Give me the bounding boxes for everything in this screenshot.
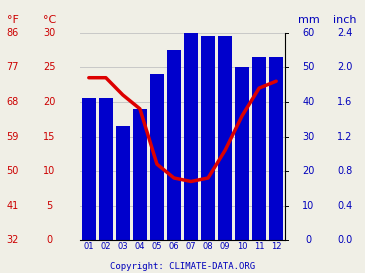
Text: 0.8: 0.8 [337,166,353,176]
Text: 30: 30 [43,28,55,38]
Text: 68: 68 [7,97,19,107]
Text: 10: 10 [302,201,315,211]
Text: 40: 40 [302,97,315,107]
Text: mm: mm [297,16,319,25]
Bar [235,67,249,240]
Text: 20: 20 [43,97,55,107]
Text: 0.4: 0.4 [337,201,353,211]
Text: 2.0: 2.0 [337,62,353,72]
Text: 60: 60 [302,28,315,38]
Bar [116,126,130,240]
Text: 41: 41 [7,201,19,211]
Text: 86: 86 [7,28,19,38]
Text: 0: 0 [306,235,311,245]
Text: 1.2: 1.2 [337,132,353,141]
Text: 32: 32 [7,235,19,245]
Text: 15: 15 [43,132,55,141]
Text: 50: 50 [302,62,315,72]
Text: 5: 5 [46,201,53,211]
Text: °C: °C [43,16,56,25]
Text: 25: 25 [43,62,55,72]
Bar [218,36,232,240]
Bar [201,36,215,240]
Bar [252,57,266,240]
Bar [167,50,181,240]
Text: 20: 20 [302,166,315,176]
Text: inch: inch [333,16,357,25]
Text: 2.4: 2.4 [337,28,353,38]
Text: Copyright: CLIMATE-DATA.ORG: Copyright: CLIMATE-DATA.ORG [110,262,255,271]
Bar [82,99,96,240]
Text: 77: 77 [7,62,19,72]
Bar [269,57,283,240]
Text: 50: 50 [7,166,19,176]
Bar [184,33,198,240]
Text: °F: °F [7,16,19,25]
Text: 0: 0 [46,235,52,245]
Text: 10: 10 [43,166,55,176]
Text: 30: 30 [302,132,315,141]
Text: 59: 59 [7,132,19,141]
Text: 0.0: 0.0 [337,235,353,245]
Bar [99,99,113,240]
Bar [133,109,147,240]
Bar [150,74,164,240]
Text: 1.6: 1.6 [337,97,353,107]
